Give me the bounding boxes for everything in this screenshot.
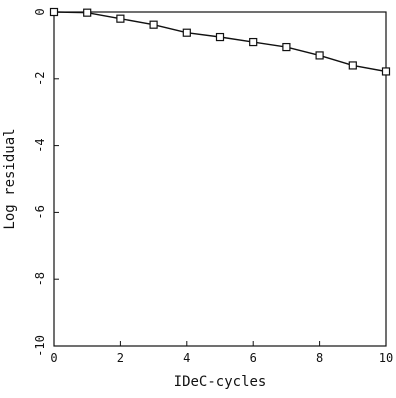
x-axis-label: IDeC-cycles [174, 374, 267, 390]
y-axis-ticks: 0 -2 -4 -6 -8 -10 [33, 8, 59, 357]
x-tick-label: 4 [183, 351, 190, 365]
series-markers [49, 7, 391, 76]
data-point-marker [116, 14, 125, 23]
data-point-marker [348, 61, 357, 70]
x-tick-label: 6 [250, 351, 257, 365]
x-axis-ticks: 0 2 4 6 8 10 [50, 341, 393, 365]
y-tick-label: -6 [33, 205, 47, 219]
y-axis-label: Log residual [2, 128, 18, 229]
y-tick-label: -10 [33, 335, 47, 357]
series-line [53, 11, 387, 73]
y-tick-label: -4 [33, 138, 47, 152]
data-point-marker [149, 20, 158, 29]
x-tick-label: 8 [316, 351, 323, 365]
plot-frame [53, 11, 387, 347]
data-point-marker [49, 7, 59, 17]
data-point-marker [282, 42, 291, 52]
data-point-marker [381, 67, 391, 76]
data-point-marker [182, 28, 191, 37]
x-tick-label: 0 [50, 351, 57, 365]
data-point-marker [215, 32, 225, 42]
data-point-marker [249, 37, 258, 47]
data-point-marker [83, 8, 92, 17]
y-tick-label: -8 [33, 272, 47, 286]
data-point-marker [315, 51, 324, 60]
x-tick-label: 2 [117, 351, 124, 365]
y-tick-label: -2 [33, 72, 47, 86]
y-tick-label: 0 [33, 8, 47, 15]
x-tick-label: 10 [379, 351, 393, 365]
